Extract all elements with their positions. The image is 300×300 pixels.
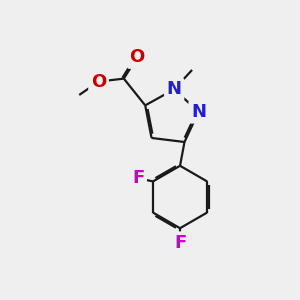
Text: O: O bbox=[91, 73, 106, 91]
Text: N: N bbox=[191, 103, 206, 121]
Text: N: N bbox=[167, 80, 182, 98]
Text: O: O bbox=[130, 48, 145, 66]
Text: F: F bbox=[174, 234, 186, 252]
Text: F: F bbox=[132, 169, 144, 188]
